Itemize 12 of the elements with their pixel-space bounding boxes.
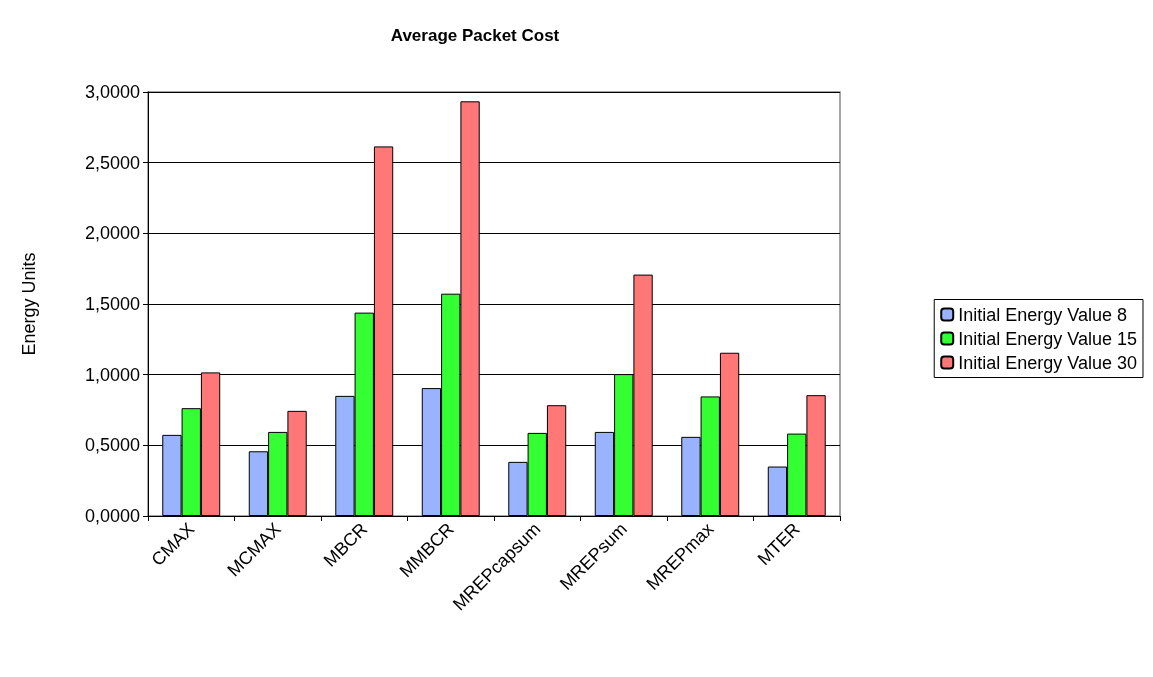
y-tick-label: 0,5000 bbox=[84, 435, 140, 456]
y-tick-label: 0,0000 bbox=[84, 506, 140, 526]
y-tick-label: 2,0000 bbox=[84, 223, 140, 244]
y-tick-label: 1,5000 bbox=[84, 294, 140, 314]
y-tick-label: 3,0000 bbox=[84, 82, 140, 102]
y-tick-label: 1,0000 bbox=[84, 364, 140, 385]
y-tick-label: 2,5000 bbox=[84, 152, 140, 173]
legend-label: Initial Energy Value 30 bbox=[958, 352, 1137, 373]
chart-title: Average Packet Cost bbox=[390, 26, 560, 45]
legend-label: Initial Energy Value 8 bbox=[958, 304, 1127, 325]
y-axis-title: Energy Units bbox=[19, 252, 39, 356]
legend-label: Initial Energy Value 15 bbox=[958, 328, 1137, 349]
